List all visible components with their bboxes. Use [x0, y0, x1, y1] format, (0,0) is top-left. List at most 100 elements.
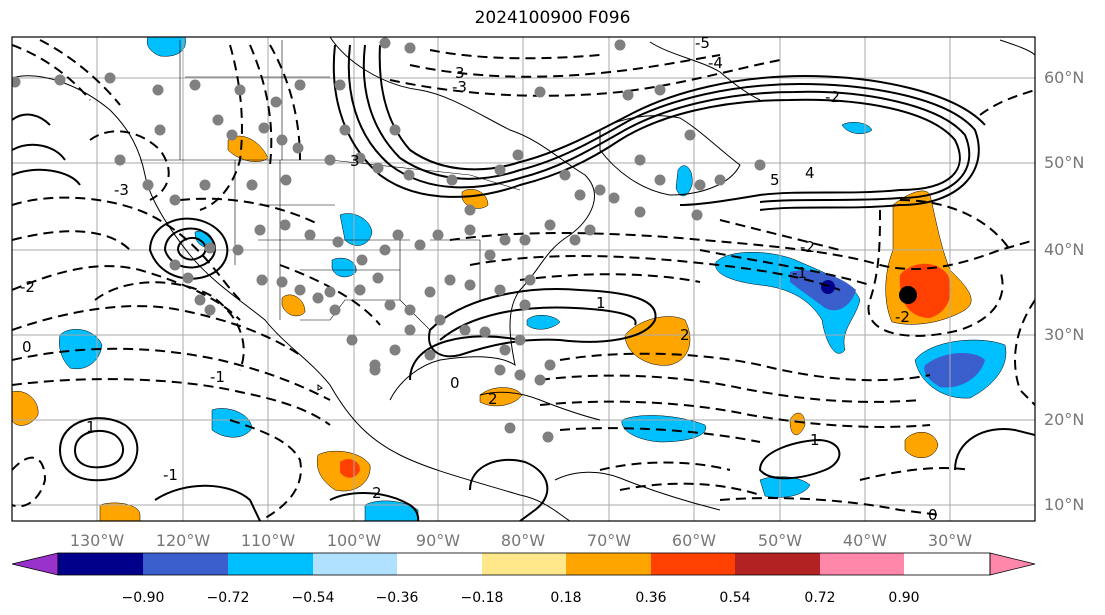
positive-anomaly-region	[904, 432, 939, 458]
solid-contours	[12, 44, 1035, 521]
contour-label: -5	[695, 34, 710, 52]
longitude-label: 80°W	[501, 531, 545, 550]
shaded-anomalies	[12, 37, 1007, 521]
station-dot	[634, 154, 646, 166]
station-dot	[114, 154, 126, 166]
station-dot	[432, 229, 444, 241]
station-dot	[392, 229, 404, 241]
station-dot	[608, 192, 620, 204]
negative-anomaly-region	[841, 122, 873, 134]
station-dot	[379, 244, 391, 256]
station-dot	[694, 179, 706, 191]
station-dot	[404, 324, 416, 336]
contour-label: 0	[928, 506, 938, 524]
contour-label: 2	[680, 326, 690, 344]
contour-label: -1	[163, 466, 178, 484]
station-dot	[459, 324, 471, 336]
station-dot	[424, 349, 436, 361]
colorbar-tick-label: −0.54	[292, 590, 335, 606]
negative-anomaly-region	[759, 476, 811, 498]
station-dot	[204, 242, 216, 254]
longitude-label: 100°W	[327, 531, 382, 550]
station-dot	[54, 74, 66, 86]
station-dot	[189, 79, 201, 91]
station-dot	[534, 86, 546, 98]
longitude-label: 50°W	[758, 531, 802, 550]
latitude-label: 30°N	[1044, 325, 1084, 344]
station-dot	[514, 334, 526, 346]
station-dot	[464, 224, 476, 236]
station-dot	[256, 274, 268, 286]
station-dot	[444, 274, 456, 286]
station-dot	[584, 224, 596, 236]
map-title: 2024100900 F096	[474, 8, 631, 28]
contour-label: 2	[372, 484, 382, 502]
station-dot	[354, 152, 366, 164]
longitude-label: 60°W	[672, 531, 716, 550]
positive-anomaly-region	[281, 294, 306, 317]
colorbar-tick-label: 0.18	[550, 590, 581, 606]
station-dot	[232, 244, 244, 256]
colorbar-bin	[820, 553, 904, 575]
station-dot	[258, 122, 270, 134]
station-dot	[372, 162, 384, 174]
station-dot	[270, 96, 282, 108]
station-dot	[379, 37, 391, 49]
political-boundaries	[140, 40, 521, 331]
station-dot	[691, 209, 703, 221]
station-dot	[714, 174, 726, 186]
station-dot	[434, 314, 446, 326]
station-dot	[276, 134, 288, 146]
station-dot	[12, 76, 21, 88]
station-dot	[403, 169, 415, 181]
station-dot	[559, 169, 571, 181]
station-dot	[280, 174, 292, 186]
station-dot	[654, 174, 666, 186]
station-dot	[212, 114, 224, 126]
station-dot	[354, 284, 366, 296]
longitude-label: 120°W	[156, 531, 211, 550]
colorbar	[11, 552, 1036, 576]
colorbar-bin	[313, 553, 397, 575]
station-dot	[346, 334, 358, 346]
station-dot	[324, 286, 336, 298]
contour-label: 3	[350, 152, 360, 170]
station-dot	[594, 184, 606, 196]
contour-label: 1	[596, 294, 606, 312]
colorbar-tick-label: 0.36	[635, 590, 666, 606]
station-dot	[404, 304, 416, 316]
station-dot	[569, 234, 581, 246]
negative-anomaly-region	[526, 315, 561, 330]
station-dot	[544, 219, 556, 231]
contour-label: 4	[805, 164, 815, 182]
contour-label: -4	[708, 54, 723, 72]
positive-anomaly-strong	[899, 263, 951, 318]
station-dot	[304, 229, 316, 241]
latitude-label: 20°N	[1044, 410, 1084, 429]
station-dot	[356, 254, 368, 266]
positive-anomaly-region	[99, 502, 141, 521]
station-dot	[104, 72, 116, 84]
station-dot	[446, 174, 458, 186]
station-dot	[279, 219, 291, 231]
contour-label: 3	[455, 64, 465, 82]
station-dot	[324, 154, 336, 166]
station-dot	[542, 431, 554, 443]
colorbar-tick-label: −0.36	[376, 590, 419, 606]
station-dot	[169, 194, 181, 206]
negative-anomaly-region	[331, 257, 357, 278]
station-dot	[329, 304, 341, 316]
station-dot	[494, 164, 506, 176]
station-dot	[334, 79, 346, 91]
contour-label: 2	[488, 390, 498, 408]
latitude-label: 10°N	[1044, 495, 1084, 514]
station-dot	[294, 79, 306, 91]
longitude-label: 90°W	[416, 531, 460, 550]
coastlines	[12, 37, 1035, 521]
station-dot	[142, 179, 154, 191]
contour-label: 5	[770, 171, 780, 189]
station-dot	[169, 259, 181, 271]
station-dot	[524, 274, 536, 286]
colorbar-bin	[143, 553, 228, 575]
station-dot	[199, 179, 211, 191]
